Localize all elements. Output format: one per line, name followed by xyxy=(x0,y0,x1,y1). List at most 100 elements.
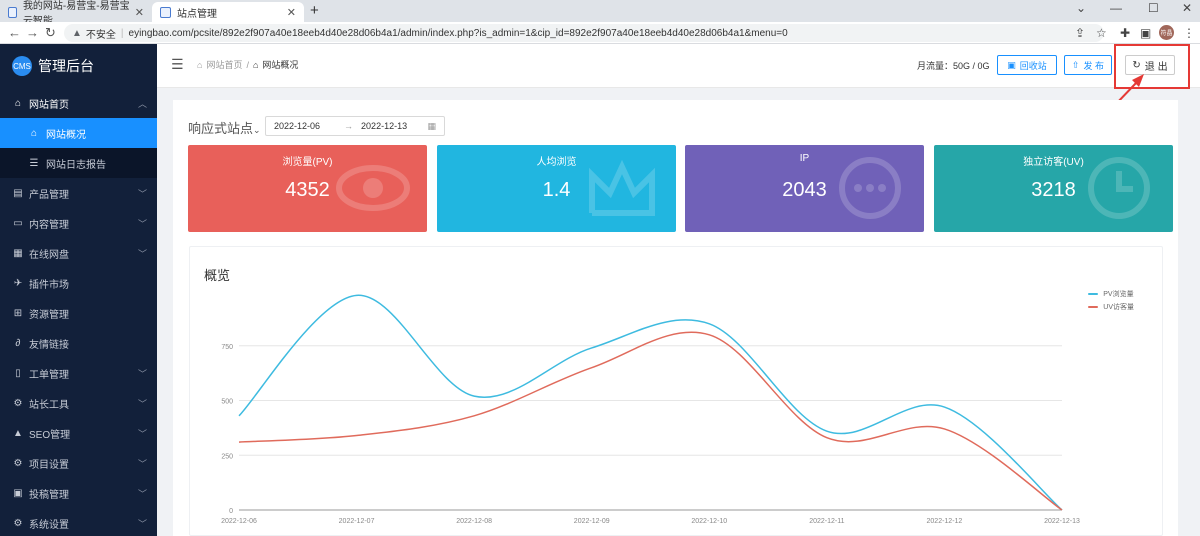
home-icon: ⌂ xyxy=(14,97,22,109)
publish-button[interactable]: ⇧ 发 布 xyxy=(1064,55,1112,75)
url-divider: | xyxy=(120,27,124,39)
legend-label: UV访客量 xyxy=(1103,304,1134,311)
sidebar-item-resources[interactable]: ⊞ 资源管理 xyxy=(0,298,157,328)
sidebar-item-plugins[interactable]: ✈ 插件市场 xyxy=(0,268,157,298)
sidebar-item-home[interactable]: ⌂ 网站首页 ︿ xyxy=(0,88,157,118)
minimize-icon[interactable]: — xyxy=(1110,1,1122,15)
page-favicon-icon xyxy=(8,6,17,18)
breadcrumb-home[interactable]: 网站首页 xyxy=(206,60,243,70)
forward-icon[interactable]: → xyxy=(26,25,39,40)
brand: CMS 管理后台 xyxy=(0,44,157,88)
reload-icon[interactable]: ↻ xyxy=(45,25,56,40)
chart-title: 概览 xyxy=(204,268,231,283)
stat-label: 人均浏览 xyxy=(536,157,577,168)
close-tab-icon[interactable]: ✕ xyxy=(134,6,144,19)
browser-tab-2[interactable]: 站点管理 ✕ xyxy=(152,2,304,22)
sidebar-item-label: 资源管理 xyxy=(29,309,69,321)
sidebar-item-label: 项目设置 xyxy=(29,459,69,471)
sidebar-subitem-log-report[interactable]: ☰ 网站日志报告 xyxy=(0,148,157,178)
sidebar-item-links[interactable]: ∂ 友情链接 xyxy=(0,328,157,358)
profile-avatar[interactable]: 符晶 xyxy=(1159,25,1174,40)
sidebar-item-label: 网站概况 xyxy=(46,129,86,141)
browser-tab-1[interactable]: 我的网站-易营宝-易营宝云智能... ✕ xyxy=(0,1,152,27)
tab-search-icon[interactable]: ⌄ xyxy=(1076,1,1087,15)
sidebar-item-system-settings[interactable]: ⚙ 系统设置 ﹀ xyxy=(0,508,157,536)
logout-button[interactable]: ↻ 退 出 xyxy=(1125,55,1175,75)
sidebar-item-label: 插件市场 xyxy=(29,279,69,291)
sidebar-item-content[interactable]: ▭ 内容管理 ﹀ xyxy=(0,208,157,238)
chevron-down-icon: ﹀ xyxy=(137,458,147,469)
breadcrumb: ⌂ 网站首页 / ⌂ 网站概况 xyxy=(197,58,298,71)
share-icon[interactable]: ⇪ xyxy=(1075,26,1086,40)
legend-item-pv[interactable]: PV浏览量 xyxy=(1088,289,1134,299)
security-label: 不安全 xyxy=(85,29,116,41)
back-icon[interactable]: ← xyxy=(8,25,21,40)
inbox-icon: ▣ xyxy=(13,487,23,499)
overview-chart-panel: 概览 PV浏览量 UV访客量 0 250 500 750 2022-12-06 2022-… xyxy=(189,246,1163,536)
chevron-down-icon: ﹀ xyxy=(137,218,147,229)
date-start[interactable]: 2022-12-06 xyxy=(274,121,321,131)
sidebar-item-label: 投稿管理 xyxy=(29,489,69,501)
home-icon: ⌂ xyxy=(30,127,38,139)
stat-card-ip: IP 2043 xyxy=(685,145,924,232)
series-line-uv xyxy=(238,331,1063,511)
sidebar-item-label: 在线网盘 xyxy=(29,249,69,261)
sidebar-item-seo[interactable]: ▲ SEO管理 ﹀ xyxy=(0,418,157,448)
warning-icon: ▲ xyxy=(72,27,82,39)
sidebar-item-label: SEO管理 xyxy=(29,429,71,441)
new-tab-button[interactable]: + xyxy=(310,2,319,19)
sidebar-item-label: 网站日志报告 xyxy=(46,159,106,171)
sidebar-item-tickets[interactable]: ▯ 工单管理 ﹀ xyxy=(0,358,157,388)
close-tab-icon[interactable]: ✕ xyxy=(286,6,296,19)
x-tick-label: 2022-12-11 xyxy=(809,518,844,525)
logout-button-label: 退 出 xyxy=(1144,61,1168,73)
sidebar-item-label: 系统设置 xyxy=(29,519,69,531)
recycle-bin-button[interactable]: ▣ 回收站 xyxy=(997,55,1057,75)
legend-swatch xyxy=(1088,306,1099,308)
sidebar-item-submissions[interactable]: ▣ 投稿管理 ﹀ xyxy=(0,478,157,508)
url-input[interactable]: ▲ 不安全 | eyingbao.com/pcsite/892e2f907a40… xyxy=(64,24,1104,42)
menu-dots-icon[interactable]: ⋮ xyxy=(1183,26,1195,40)
sidebar-subitem-overview[interactable]: ⌂ 网站概况 xyxy=(0,118,157,148)
stat-label: 浏览量(PV) xyxy=(282,157,333,168)
eye-icon xyxy=(336,165,410,211)
sidebar-item-tools[interactable]: ⚙ 站长工具 ﹀ xyxy=(0,388,157,418)
x-tick-label: 2022-12-10 xyxy=(691,518,727,525)
legend-item-uv[interactable]: UV访客量 xyxy=(1088,302,1134,312)
warning-icon: ▲ xyxy=(13,427,23,439)
y-tick-label: 250 xyxy=(221,453,233,460)
date-range-picker[interactable]: 2022-12-06 → 2022-12-13 ▦ xyxy=(265,116,445,136)
address-bar: ← → ↻ ▲ 不安全 | eyingbao.com/pcsite/892e2f… xyxy=(0,22,1200,44)
chat-icon xyxy=(839,157,901,219)
logout-icon: ↻ xyxy=(1132,59,1141,71)
site-select[interactable]: 响应式站点⌄ xyxy=(188,118,261,137)
bookmark-star-icon[interactable]: ☆ xyxy=(1096,26,1107,40)
date-end[interactable]: 2022-12-13 xyxy=(361,121,408,131)
crown-icon xyxy=(589,159,655,216)
chart-legend: PV浏览量 UV访客量 xyxy=(1088,289,1134,315)
x-tick-label: 2022-12-06 xyxy=(221,518,257,525)
ticket-icon: ▯ xyxy=(15,367,21,379)
breadcrumb-current: 网站概况 xyxy=(262,60,299,70)
sidebar-item-disk[interactable]: ▦ 在线网盘 ﹀ xyxy=(0,238,157,268)
sidebar-item-label: 产品管理 xyxy=(29,189,69,201)
x-tick-label: 2022-12-07 xyxy=(339,518,375,525)
stat-value: 1.4 xyxy=(542,179,571,201)
menu-toggle-icon[interactable]: ☰ xyxy=(171,56,184,72)
disk-icon: ▦ xyxy=(13,247,23,259)
sidebar-item-project-settings[interactable]: ⚙ 项目设置 ﹀ xyxy=(0,448,157,478)
stat-card-avg-views: 人均浏览 1.4 xyxy=(437,145,676,232)
sidepanel-icon[interactable]: ▣ xyxy=(1140,26,1152,40)
close-window-icon[interactable]: ✕ xyxy=(1182,1,1193,15)
maximize-icon[interactable]: ☐ xyxy=(1148,1,1159,15)
list-icon: ☰ xyxy=(29,157,39,169)
chevron-down-icon: ﹀ xyxy=(137,368,147,379)
stat-card-pv: 浏览量(PV) 4352 xyxy=(188,145,427,232)
sidebar-item-products[interactable]: ▤ 产品管理 ﹀ xyxy=(0,178,157,208)
clock-icon xyxy=(1088,157,1150,219)
sidebar-item-label: 工单管理 xyxy=(29,369,69,381)
series-line-pv xyxy=(238,294,1063,511)
sidebar-item-label: 友情链接 xyxy=(29,339,69,351)
extensions-icon[interactable]: ✚ xyxy=(1120,26,1131,40)
top-header: ☰ ⌂ 网站首页 / ⌂ 网站概况 月流量：50G / 0G ▣ 回收站 ⇧ 发… xyxy=(157,44,1200,88)
